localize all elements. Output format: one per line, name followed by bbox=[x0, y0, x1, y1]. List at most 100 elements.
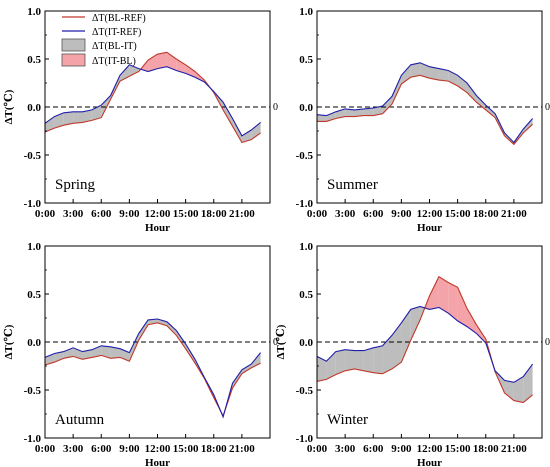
x-tick-label: 12:00 bbox=[145, 443, 171, 455]
fill-bl-it bbox=[363, 347, 374, 373]
fill-bl-it bbox=[438, 68, 449, 82]
fill-bl-it bbox=[345, 349, 355, 371]
fill-it-bl bbox=[429, 276, 439, 310]
x-tick-label: 9:00 bbox=[119, 208, 140, 220]
fill-it-bl bbox=[166, 52, 177, 71]
fill-bl-it bbox=[63, 111, 74, 126]
panel-autumn: 0-1.0-0.50.00.51.00:00 3:00 6:00 9:00 12:00 1… bbox=[3, 241, 278, 467]
fill-bl-it bbox=[54, 112, 64, 129]
zero-label: 0 bbox=[545, 102, 550, 113]
y-axis-title: ΔT(℃) bbox=[3, 89, 15, 124]
fill-bl-it bbox=[513, 376, 524, 403]
fill-bl-it bbox=[457, 75, 467, 93]
series-line-t-it-ref bbox=[316, 305, 534, 383]
x-tick-label: 15:00 bbox=[445, 443, 471, 455]
fill-bl-it bbox=[354, 350, 364, 371]
y-tick-label: 0.0 bbox=[27, 102, 41, 114]
fill-bl-it bbox=[82, 109, 92, 123]
fill-bl-it bbox=[335, 349, 346, 375]
fill-bl-it bbox=[317, 356, 327, 382]
fill-bl-it bbox=[345, 108, 355, 117]
x-tick-label: 9:00 bbox=[391, 208, 412, 220]
series-line-t-it-ref bbox=[44, 318, 262, 419]
y-tick-label: 1.0 bbox=[27, 6, 41, 18]
y-tick-label: 0.5 bbox=[27, 54, 41, 66]
series-line-t-bl-ref bbox=[317, 74, 533, 146]
x-tick-label: 21:00 bbox=[229, 443, 255, 455]
season-label: Spring bbox=[55, 177, 96, 193]
series-line-t-it-ref bbox=[44, 64, 261, 137]
zero-label: 0 bbox=[273, 337, 278, 348]
fill-bl-it bbox=[326, 351, 336, 380]
y-tick-label: 1.0 bbox=[27, 241, 41, 253]
season-label: Winter bbox=[327, 412, 368, 428]
y-tick-label: 0.5 bbox=[299, 54, 313, 66]
fill-bl-it bbox=[91, 345, 102, 358]
x-axis-title: Hour bbox=[145, 457, 170, 467]
y-tick-label: -1.0 bbox=[24, 198, 42, 210]
y-tick-label: -1.0 bbox=[24, 433, 42, 445]
fill-it-bl bbox=[157, 52, 167, 69]
x-tick-label: 15:00 bbox=[445, 208, 471, 220]
fill-bl-it bbox=[401, 64, 411, 84]
fill-bl-it bbox=[63, 347, 74, 359]
panel-winter: 0-1.0-0.50.00.51.00:00 3:00 6:00 9:00 12:00 1… bbox=[275, 241, 550, 467]
fill-bl-it bbox=[485, 105, 496, 118]
x-tick-label: 3:00 bbox=[63, 208, 84, 220]
y-tick-label: 1.0 bbox=[299, 241, 313, 253]
x-tick-label: 0:00 bbox=[35, 208, 56, 220]
fill-bl-it bbox=[504, 380, 514, 401]
fill-bl-it bbox=[223, 102, 233, 127]
fill-it-bl bbox=[467, 308, 477, 334]
legend-label-bl-it: ΔT(BL-IT) bbox=[92, 41, 137, 52]
season-label: Autumn bbox=[55, 412, 105, 428]
fill-bl-it bbox=[45, 353, 55, 365]
x-tick-label: 18:00 bbox=[201, 208, 227, 220]
fill-bl-it bbox=[392, 322, 402, 369]
x-tick-label: 21:00 bbox=[501, 443, 527, 455]
fill-bl-it bbox=[429, 66, 439, 81]
fill-bl-it bbox=[467, 83, 477, 103]
x-tick-label: 3:00 bbox=[335, 443, 356, 455]
fill-bl-it bbox=[73, 111, 83, 124]
fill-bl-it bbox=[82, 349, 92, 360]
fill-bl-it bbox=[317, 114, 327, 122]
x-tick-label: 0:00 bbox=[35, 443, 56, 455]
fill-bl-it bbox=[45, 116, 55, 132]
fill-bl-it bbox=[410, 62, 421, 78]
x-tick-label: 9:00 bbox=[119, 443, 140, 455]
y-axis-title: ΔT(℃) bbox=[3, 324, 15, 359]
x-tick-label: 12:00 bbox=[417, 443, 443, 455]
x-tick-label: 18:00 bbox=[473, 443, 499, 455]
x-tick-label: 6:00 bbox=[363, 208, 384, 220]
x-tick-label: 6:00 bbox=[363, 443, 384, 455]
x-tick-label: 3:00 bbox=[335, 208, 356, 220]
legend-label-bl-ref: ΔT(BL-REF) bbox=[92, 13, 146, 24]
legend-label-it-ref: ΔT(IT-REF) bbox=[92, 27, 141, 38]
fill-bl-it bbox=[373, 345, 383, 374]
legend-label-it-bl: ΔT(IT-BL) bbox=[92, 56, 136, 67]
y-tick-label: -0.5 bbox=[296, 385, 314, 397]
fill-bl-it bbox=[523, 118, 533, 133]
x-tick-label: 3:00 bbox=[63, 443, 84, 455]
legend-swatch-bl-it bbox=[61, 38, 86, 52]
fill-bl-it bbox=[373, 106, 383, 116]
x-tick-label: 12:00 bbox=[417, 208, 443, 220]
y-tick-label: 0.0 bbox=[27, 337, 41, 349]
fill-bl-it bbox=[363, 108, 374, 116]
fill-bl-it bbox=[110, 346, 120, 359]
x-tick-label: 15:00 bbox=[173, 443, 199, 455]
fill-bl-it bbox=[420, 62, 430, 79]
panels: 0-1.0-0.50.00.51.00:00 3:00 6:00 9:00 12:00 1… bbox=[3, 6, 550, 467]
x-tick-label: 12:00 bbox=[145, 208, 171, 220]
x-axis-title: Hour bbox=[145, 222, 170, 234]
fill-bl-it bbox=[157, 319, 167, 326]
fill-bl-it bbox=[241, 130, 252, 143]
y-tick-label: 0.5 bbox=[27, 289, 41, 301]
series-line-t-bl-ref bbox=[44, 322, 261, 418]
legend-swatch-it-bl bbox=[61, 53, 86, 67]
y-tick-label: -1.0 bbox=[296, 198, 314, 210]
fill-bl-it bbox=[410, 306, 421, 341]
x-tick-label: 18:00 bbox=[473, 208, 499, 220]
series-line-t-bl-ref bbox=[316, 275, 533, 404]
